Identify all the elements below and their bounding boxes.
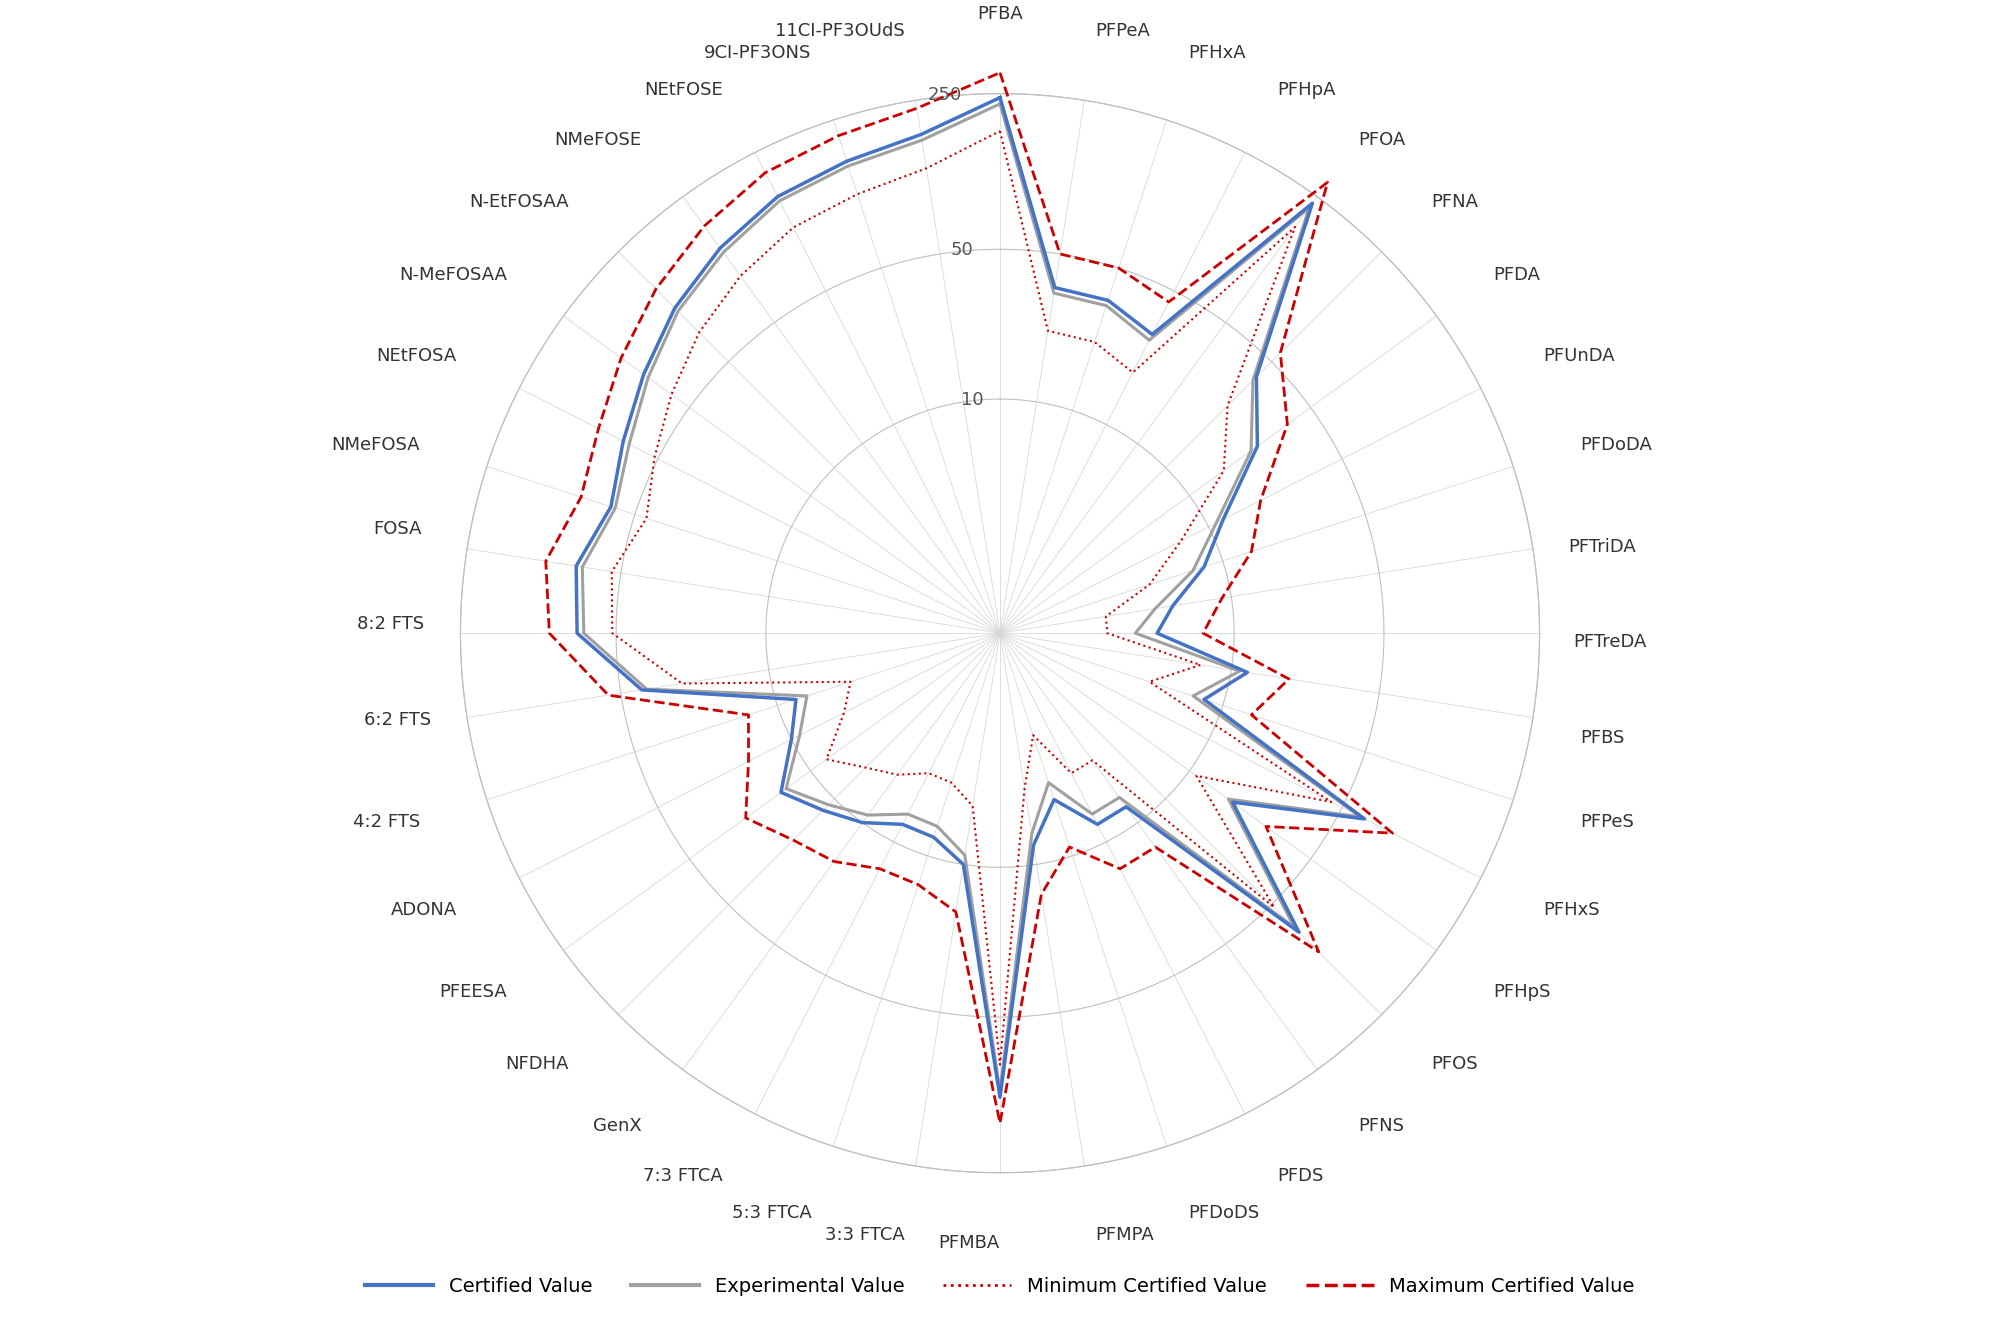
Text: PFDA: PFDA [1494, 265, 1540, 284]
Text: PFNS: PFNS [1358, 1117, 1404, 1136]
Text: NMeFOSA: NMeFOSA [332, 436, 420, 453]
Text: 9CI-PF3ONS: 9CI-PF3ONS [704, 44, 812, 63]
Text: 250: 250 [928, 85, 962, 104]
Text: GenX: GenX [592, 1117, 642, 1136]
Text: PFBS: PFBS [1580, 729, 1624, 746]
Text: PFDoDA: PFDoDA [1580, 436, 1652, 453]
Text: 3:3 FTCA: 3:3 FTCA [824, 1226, 904, 1245]
Text: 6:2 FTS: 6:2 FTS [364, 710, 432, 729]
Text: 11CI-PF3OUdS: 11CI-PF3OUdS [774, 21, 904, 40]
Text: PFNA: PFNA [1432, 193, 1478, 211]
Text: PFTreDA: PFTreDA [1574, 633, 1646, 652]
Text: NEtFOSA: NEtFOSA [376, 348, 456, 365]
Text: PFDoDS: PFDoDS [1188, 1204, 1260, 1222]
Text: PFUnDA: PFUnDA [1544, 348, 1614, 365]
Text: N-MeFOSAA: N-MeFOSAA [398, 265, 506, 284]
Legend: Certified Value, Experimental Value, Minimum Certified Value, Maximum Certified : Certified Value, Experimental Value, Min… [358, 1269, 1642, 1304]
Text: PFMPA: PFMPA [1096, 1226, 1154, 1245]
Text: NFDHA: NFDHA [506, 1056, 568, 1073]
Text: PFEESA: PFEESA [440, 982, 506, 1001]
Text: PFTriDA: PFTriDA [1568, 537, 1636, 556]
Text: 7:3 FTCA: 7:3 FTCA [644, 1168, 724, 1185]
Text: PFDS: PFDS [1276, 1168, 1324, 1185]
Text: 4:2 FTS: 4:2 FTS [352, 813, 420, 830]
Text: PFHxS: PFHxS [1544, 901, 1600, 918]
Text: N-EtFOSAA: N-EtFOSAA [470, 193, 568, 211]
Text: NEtFOSE: NEtFOSE [644, 81, 724, 99]
Text: 5:3 FTCA: 5:3 FTCA [732, 1204, 812, 1222]
Text: PFPeA: PFPeA [1096, 21, 1150, 40]
Text: 8:2 FTS: 8:2 FTS [356, 615, 424, 633]
Text: PFHpA: PFHpA [1276, 81, 1336, 99]
Text: FOSA: FOSA [374, 520, 422, 537]
Text: 50: 50 [950, 241, 974, 259]
Text: PFBA: PFBA [978, 5, 1022, 24]
Text: PFOS: PFOS [1432, 1056, 1478, 1073]
Text: ADONA: ADONA [390, 901, 456, 918]
Text: PFHpS: PFHpS [1494, 982, 1550, 1001]
Text: NMeFOSE: NMeFOSE [554, 131, 642, 149]
Text: PFOA: PFOA [1358, 131, 1406, 149]
Text: 10: 10 [962, 391, 984, 409]
Text: PFHxA: PFHxA [1188, 44, 1246, 63]
Text: PFMBA: PFMBA [938, 1234, 1000, 1252]
Text: PFPeS: PFPeS [1580, 813, 1634, 830]
